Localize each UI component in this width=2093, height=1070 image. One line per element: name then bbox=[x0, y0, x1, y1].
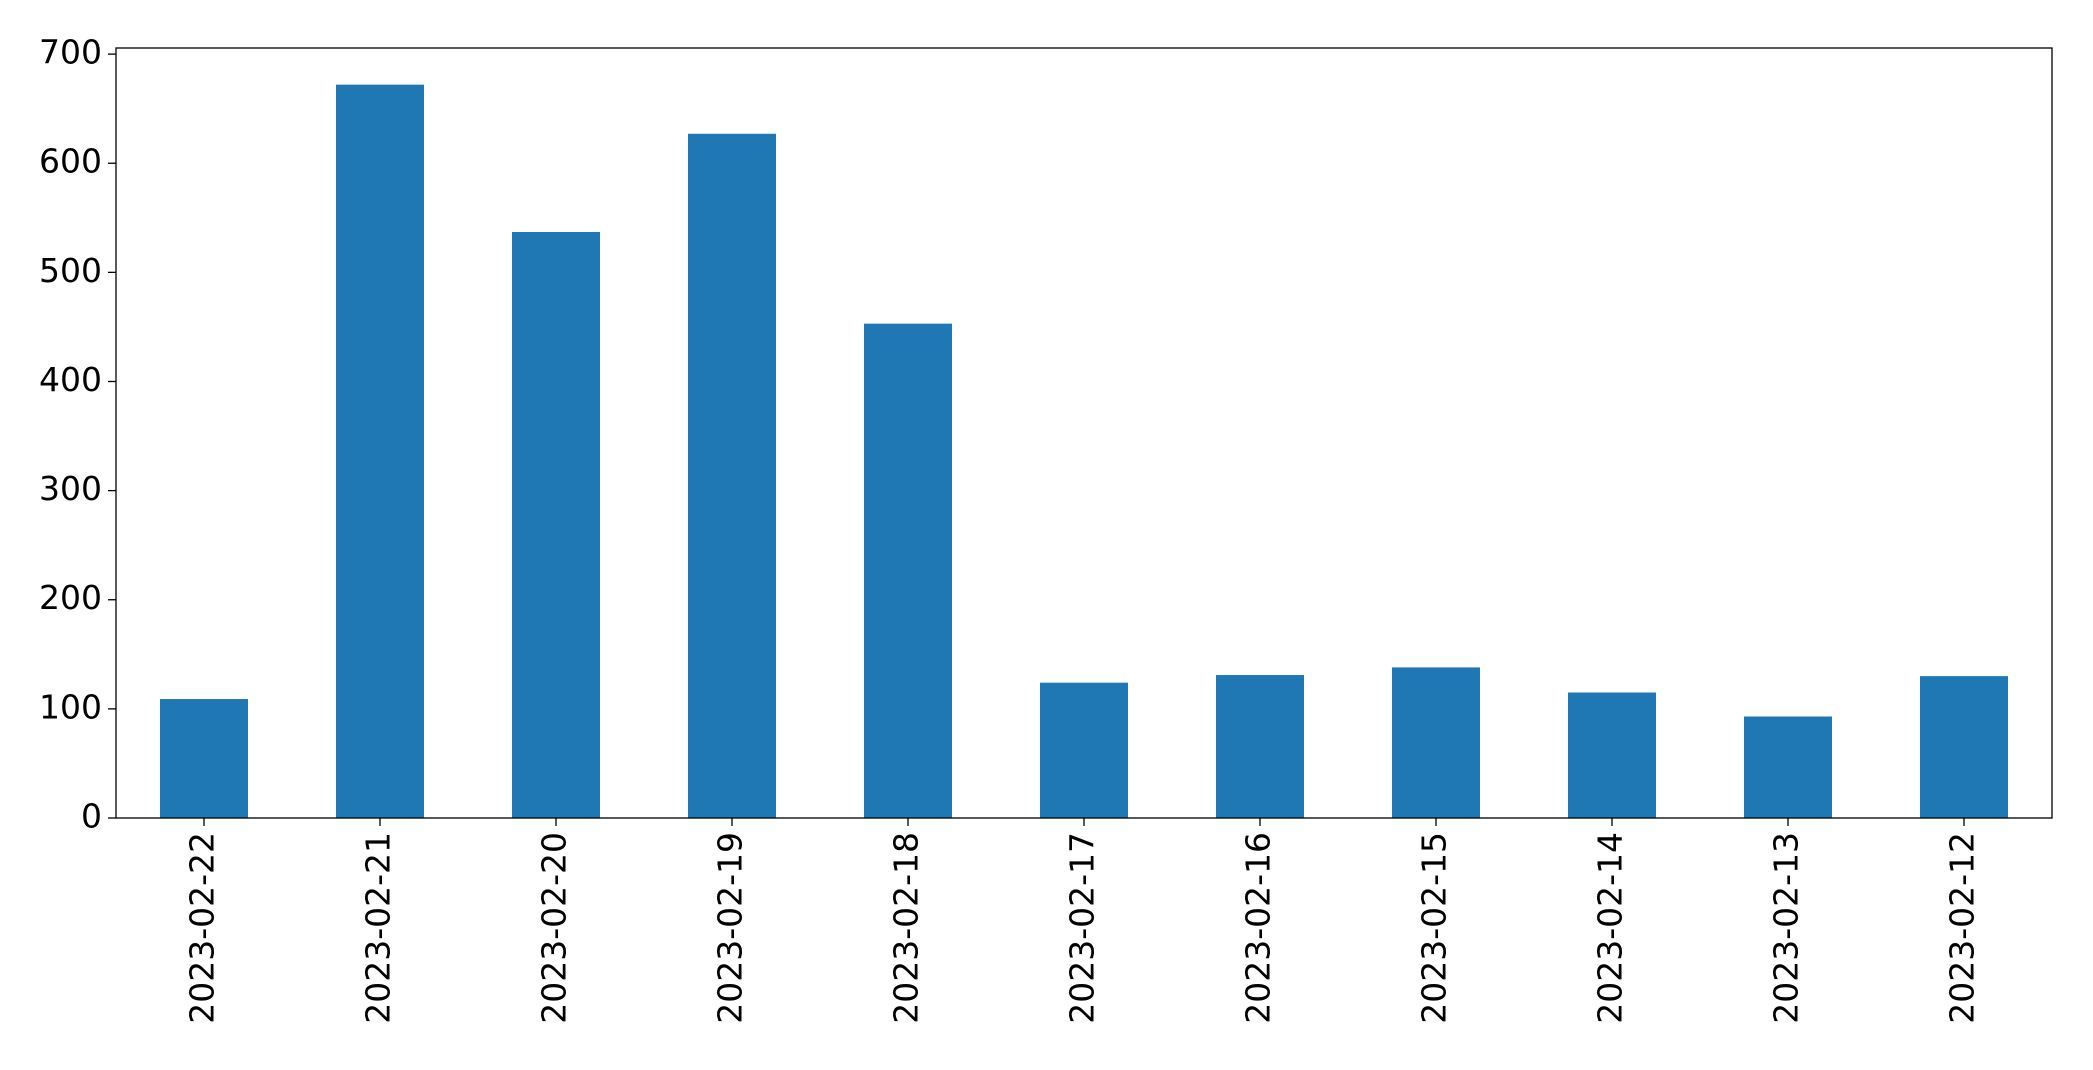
x-tick-label: 2023-02-14 bbox=[1591, 832, 1630, 1024]
y-tick-label: 300 bbox=[39, 469, 102, 508]
x-tick-label: 2023-02-18 bbox=[887, 832, 926, 1024]
bar bbox=[688, 133, 776, 818]
x-tick-label: 2023-02-12 bbox=[1943, 832, 1982, 1024]
x-tick-label: 2023-02-15 bbox=[1415, 832, 1454, 1024]
y-tick-label: 100 bbox=[39, 687, 102, 726]
bar bbox=[1920, 676, 2008, 818]
x-tick-label: 2023-02-20 bbox=[535, 832, 574, 1024]
bar bbox=[1040, 682, 1128, 818]
x-tick-label: 2023-02-19 bbox=[711, 832, 750, 1024]
bar bbox=[336, 84, 424, 818]
y-tick-label: 600 bbox=[39, 142, 102, 181]
x-tick-label: 2023-02-17 bbox=[1063, 832, 1102, 1024]
bar bbox=[1744, 716, 1832, 818]
x-tick-label: 2023-02-13 bbox=[1767, 832, 1806, 1024]
bar bbox=[864, 323, 952, 818]
x-tick-label: 2023-02-22 bbox=[183, 832, 222, 1024]
y-tick-label: 0 bbox=[81, 797, 102, 836]
bar bbox=[1392, 667, 1480, 818]
y-tick-label: 400 bbox=[39, 360, 102, 399]
x-tick-label: 2023-02-21 bbox=[359, 832, 398, 1024]
x-tick-label: 2023-02-16 bbox=[1239, 832, 1278, 1024]
bar bbox=[1568, 692, 1656, 818]
bar bbox=[1216, 675, 1304, 818]
bar bbox=[160, 699, 248, 818]
bar bbox=[512, 231, 600, 818]
y-tick-label: 700 bbox=[39, 33, 102, 72]
y-tick-label: 500 bbox=[39, 251, 102, 290]
plot-frame bbox=[115, 47, 2053, 819]
y-tick-label: 200 bbox=[39, 578, 102, 617]
